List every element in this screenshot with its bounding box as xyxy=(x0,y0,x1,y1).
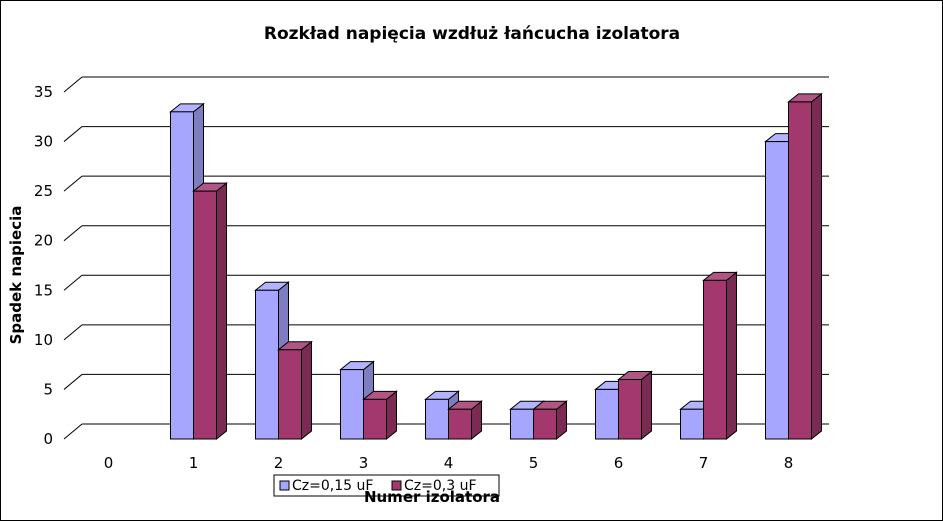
y-tick-label: 25 xyxy=(34,182,53,200)
x-tick-label: 2 xyxy=(274,454,284,472)
bar-front xyxy=(618,379,642,440)
bar-side xyxy=(641,370,652,441)
gridline-depth xyxy=(63,175,83,192)
x-tick-label: 0 xyxy=(104,454,114,472)
gridline-depth xyxy=(63,274,83,291)
bar-side xyxy=(216,182,227,441)
y-tick-label: 0 xyxy=(43,430,53,448)
bar xyxy=(532,400,568,441)
bar-front xyxy=(363,398,387,440)
bar-front xyxy=(788,101,812,440)
bar-front xyxy=(170,111,194,440)
x-tick-label: 4 xyxy=(444,454,454,472)
y-tick-label: 35 xyxy=(34,83,53,101)
bar-front xyxy=(425,398,449,440)
bar-front xyxy=(255,289,279,440)
y-tick-label: 5 xyxy=(43,380,53,398)
bar xyxy=(702,271,738,441)
x-tick-label: 5 xyxy=(529,454,539,472)
x-axis-title: Numer izolatora xyxy=(364,488,500,506)
bar-front xyxy=(765,141,789,440)
legend-swatch xyxy=(279,480,290,491)
bar-front xyxy=(193,190,217,440)
x-tick-label: 1 xyxy=(189,454,199,472)
bar-front xyxy=(533,408,557,440)
y-tick-label: 20 xyxy=(34,232,53,250)
gridline-depth xyxy=(63,324,83,341)
x-tick-label: 8 xyxy=(784,454,794,472)
legend-swatch xyxy=(391,480,402,491)
gridline-depth xyxy=(63,423,83,440)
bar xyxy=(192,182,228,441)
chart-title: Rozkład napięcia wzdłuż łańcucha izolato… xyxy=(264,24,680,44)
bar-front xyxy=(340,369,364,440)
tick-layer: 0 5 10 15 20 25 30 35 0 1 2 3 4 5 6 7 8 xyxy=(34,83,793,472)
bar-front xyxy=(680,408,704,440)
y-tick-label: 30 xyxy=(34,133,53,151)
bar xyxy=(617,370,653,441)
x-tick-label: 3 xyxy=(359,454,369,472)
bar-layer xyxy=(169,92,823,441)
bar-side xyxy=(811,92,822,441)
y-tick-label: 15 xyxy=(34,281,53,299)
bar-side xyxy=(301,340,312,441)
bar xyxy=(447,400,483,441)
bar-front xyxy=(448,408,472,440)
gridline-depth xyxy=(63,225,83,242)
bar-side xyxy=(726,271,737,441)
legend-label: Cz=0,3 uF xyxy=(404,478,477,494)
bar-front xyxy=(510,408,534,440)
bar-front xyxy=(703,279,727,440)
legend-label: Cz=0,15 uF xyxy=(292,478,373,494)
gridline-depth xyxy=(63,76,83,93)
gridline-depth xyxy=(63,374,83,390)
bar xyxy=(362,390,398,441)
legend: Cz=0,15 uF Cz=0,3 uF xyxy=(273,474,500,497)
x-tick-label: 6 xyxy=(614,454,624,472)
y-tick-label: 10 xyxy=(34,331,53,349)
legend-box xyxy=(273,474,500,497)
bar xyxy=(787,92,823,441)
bar xyxy=(277,340,313,441)
bar-front xyxy=(595,388,619,440)
y-axis-title: Spadek napiecia xyxy=(7,206,25,345)
x-tick-label: 7 xyxy=(699,454,709,472)
gridline-depth xyxy=(63,126,83,142)
bar-front xyxy=(278,349,302,440)
